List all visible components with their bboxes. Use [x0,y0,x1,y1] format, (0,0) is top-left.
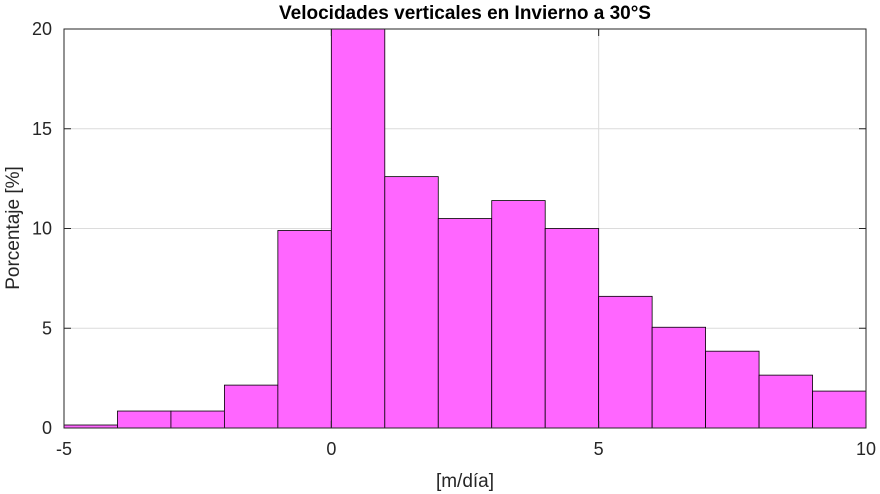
histogram-bar [544,228,600,429]
y-tick-label: 0 [42,418,52,438]
x-tick-label: 0 [326,439,336,459]
histogram-bar [223,384,279,429]
histogram-bar [330,28,386,429]
y-axis-label: Porcentaje [%] [3,166,24,290]
histogram-bar [812,390,867,429]
y-tick-label: 5 [42,318,52,338]
y-tick-label: 20 [32,19,52,39]
histogram-bar [437,218,493,429]
histogram-bar [705,350,760,429]
histogram-bar [384,176,439,429]
x-tick-label: -5 [56,439,72,459]
histogram-bar [277,230,332,429]
histogram-bar [758,374,813,429]
histogram-bar [170,410,225,429]
histogram-bar [491,200,546,429]
histogram-bar [651,326,707,429]
histogram-bars [63,28,867,429]
x-tick-label: 5 [594,439,604,459]
x-axis-label: [m/día] [436,471,494,492]
y-tick-label: 10 [32,219,52,239]
chart-title: Velocidades verticales en Invierno a 30°… [279,3,651,24]
histogram-bar [598,295,653,429]
y-tick-label: 15 [32,119,52,139]
x-tick-label: 10 [856,439,876,459]
histogram-bar [117,410,172,429]
